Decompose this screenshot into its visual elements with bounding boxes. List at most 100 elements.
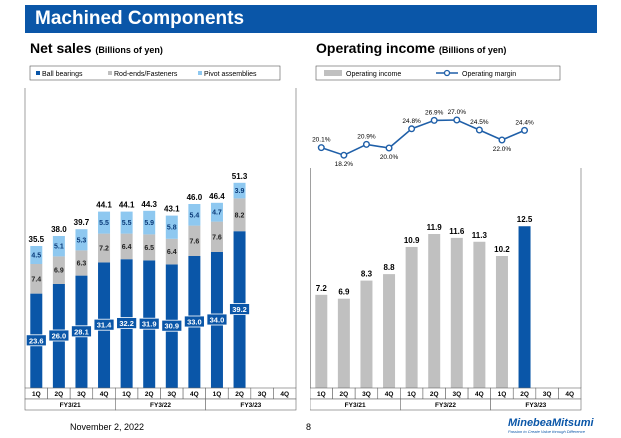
bar-op-income-5 xyxy=(428,234,441,388)
value-label-pivot-7: 5.4 xyxy=(190,212,200,219)
category-label-right-10: 3Q xyxy=(543,391,552,398)
legend-label-2: Pivot assemblies xyxy=(204,71,257,78)
group-label-right-1: FY3/22 xyxy=(435,402,456,409)
total-label-1: 38.0 xyxy=(51,225,67,234)
margin-label-5: 26.9% xyxy=(425,109,444,116)
category-label-0: 1Q xyxy=(32,391,41,398)
category-label-8: 1Q xyxy=(213,391,222,398)
bar-op-income-1 xyxy=(337,298,350,388)
margin-marker-8 xyxy=(498,136,506,144)
value-box-ball-1 xyxy=(48,329,70,342)
total-label-7: 46.0 xyxy=(187,193,203,202)
bar-rod-4 xyxy=(120,233,133,260)
total-label-0: 35.5 xyxy=(29,235,45,244)
group-cell-right-2 xyxy=(490,398,582,411)
op-income-label-4: 10.9 xyxy=(404,236,420,245)
bar-pivot-6 xyxy=(165,215,178,239)
value-label-ball-1: 26.0 xyxy=(52,332,67,341)
value-box-ball-8 xyxy=(206,313,228,326)
margin-label-6: 27.0% xyxy=(448,109,467,116)
total-label-9: 51.3 xyxy=(232,172,248,181)
op-income-label-5: 11.9 xyxy=(427,223,443,232)
value-label-pivot-6: 5.8 xyxy=(167,225,177,232)
op-income-label-3: 8.8 xyxy=(383,263,395,272)
value-label-pivot-8: 4.7 xyxy=(212,210,222,217)
value-box-ball-9 xyxy=(229,303,250,316)
total-label-2: 39.7 xyxy=(74,218,90,227)
op-income-label-0: 7.2 xyxy=(316,284,328,293)
value-box-ball-5 xyxy=(138,317,160,330)
total-label-8: 46.4 xyxy=(209,192,225,201)
bar-op-income-7 xyxy=(473,241,486,388)
value-label-rod-4: 6.4 xyxy=(122,244,132,251)
category-label-right-11: 4Q xyxy=(565,391,574,398)
value-label-rod-2: 6.3 xyxy=(77,261,87,268)
margin-label-1: 18.2% xyxy=(335,161,354,168)
category-label-10: 3Q xyxy=(258,391,267,398)
bar-pivot-8 xyxy=(210,202,223,222)
value-label-rod-0: 7.4 xyxy=(31,276,41,283)
group-label-right-2: FY3/23 xyxy=(525,402,546,409)
category-label-right-1: 2Q xyxy=(340,391,349,398)
category-label-11: 4Q xyxy=(280,391,289,398)
category-label-5: 2Q xyxy=(145,391,154,398)
value-label-ball-8: 34.0 xyxy=(210,316,225,325)
value-label-rod-7: 7.6 xyxy=(190,238,200,245)
total-label-3: 44.1 xyxy=(96,201,112,210)
value-label-rod-6: 6.4 xyxy=(167,249,177,256)
category-label-2: 3Q xyxy=(77,391,86,398)
group-label-2: FY3/23 xyxy=(240,402,261,409)
legend-swatch-2 xyxy=(198,71,202,75)
bar-op-income-9 xyxy=(518,226,531,388)
category-label-right-6: 3Q xyxy=(452,391,461,398)
bar-op-income-2 xyxy=(360,280,373,388)
value-box-ball-3 xyxy=(93,318,115,331)
category-label-right-8: 1Q xyxy=(498,391,507,398)
bar-op-income-3 xyxy=(383,274,396,388)
value-label-ball-5: 31.9 xyxy=(142,320,157,329)
legend-marker-margin xyxy=(443,69,451,77)
total-label-4: 44.1 xyxy=(119,201,135,210)
group-cell-2 xyxy=(205,398,297,411)
bar-rod-5 xyxy=(143,234,156,261)
margin-label-3: 20.0% xyxy=(380,154,399,161)
op-income-label-8: 10.2 xyxy=(494,245,510,254)
margin-marker-5 xyxy=(430,116,438,124)
category-label-right-9: 2Q xyxy=(520,391,529,398)
total-label-6: 43.1 xyxy=(164,205,180,214)
value-label-rod-3: 7.2 xyxy=(99,246,109,253)
value-box-ball-2 xyxy=(71,325,92,338)
margin-marker-4 xyxy=(408,125,416,133)
op-income-title: Operating income (Billions of yen) xyxy=(316,40,506,56)
brand-logo: MinebeaMitsumi Passion to Create Value t… xyxy=(508,418,594,435)
value-label-pivot-0: 4.5 xyxy=(31,253,41,260)
bar-pivot-5 xyxy=(143,210,156,235)
bar-rod-9 xyxy=(233,198,246,232)
bar-pivot-3 xyxy=(98,211,111,234)
value-box-ball-6 xyxy=(161,319,183,332)
net-sales-subtitle: (Billions of yen) xyxy=(95,45,163,55)
margin-marker-3 xyxy=(385,144,393,152)
bar-op-income-4 xyxy=(405,246,418,388)
op-income-subtitle: (Billions of yen) xyxy=(438,45,507,55)
value-box-ball-4 xyxy=(116,317,138,330)
margin-label-9: 24.4% xyxy=(515,119,534,126)
legend-swatch-1 xyxy=(108,71,112,75)
margin-label-0: 20.1% xyxy=(312,137,331,144)
value-label-ball-9: 39.2 xyxy=(232,305,247,314)
value-label-rod-9: 8.2 xyxy=(235,212,245,219)
margin-label-4: 24.8% xyxy=(402,118,421,125)
net-sales-title-text: Net sales xyxy=(30,40,92,56)
value-label-pivot-5: 5.9 xyxy=(144,220,154,227)
value-label-ball-2: 28.1 xyxy=(74,327,89,336)
bar-pivot-7 xyxy=(188,204,201,226)
operating-income-chart: Operating income Operating margin 7.2 1Q 6.9… xyxy=(310,65,582,411)
bar-op-income-0 xyxy=(315,294,328,388)
bar-rod-1 xyxy=(52,256,65,284)
group-label-1: FY3/22 xyxy=(150,402,171,409)
value-label-pivot-3: 5.5 xyxy=(99,220,109,227)
brand-tagline: Passion to Create Value through Differen… xyxy=(508,429,586,434)
category-label-1: 2Q xyxy=(55,391,64,398)
category-label-right-7: 4Q xyxy=(475,391,484,398)
category-label-7: 4Q xyxy=(190,391,199,398)
